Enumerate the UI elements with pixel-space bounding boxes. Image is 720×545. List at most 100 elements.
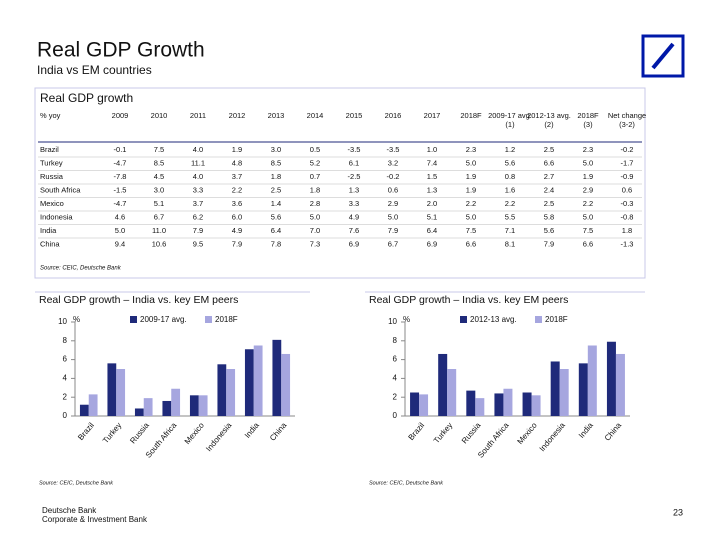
cell: 4.9: [349, 212, 359, 221]
bar: [226, 369, 236, 416]
cell: 7.8: [271, 239, 281, 248]
y-tick-label: 0: [393, 411, 398, 420]
y-axis-label: %: [403, 315, 410, 324]
bar: [88, 394, 98, 416]
cell: 3.2: [388, 158, 398, 167]
cell: 7.3: [310, 239, 320, 248]
column-header: 2016: [385, 111, 402, 120]
table-frame: [34, 87, 646, 279]
bar: [162, 400, 172, 416]
cell: 2.2: [583, 199, 593, 208]
bar: [615, 353, 625, 416]
legend-label: 2018F: [215, 315, 238, 324]
cell: 5.8: [544, 212, 554, 221]
bar: [438, 353, 448, 416]
bar: [466, 390, 476, 416]
cell: 2.8: [310, 199, 320, 208]
row-label: Brazil: [40, 145, 59, 154]
cell: -1.7: [621, 158, 634, 167]
cell: 7.6: [349, 226, 359, 235]
cell: -4.7: [114, 158, 127, 167]
column-header: 2010: [151, 111, 168, 120]
legend-swatch: [130, 316, 137, 323]
cell: 10.6: [152, 239, 167, 248]
cell: 7.9: [232, 239, 242, 248]
cell: -1.3: [621, 239, 634, 248]
y-tick-label: 8: [63, 336, 68, 345]
cell: 2.3: [466, 145, 476, 154]
cell: -0.8: [621, 212, 634, 221]
cell: 6.1: [349, 158, 359, 167]
bar: [494, 393, 504, 416]
cell: 5.0: [583, 158, 593, 167]
cell: 2.2: [466, 199, 476, 208]
row-label: Russia: [40, 172, 64, 181]
column-header: 2018F (3): [577, 111, 599, 129]
cell: 3.6: [232, 199, 242, 208]
column-header: Net change (3-2): [608, 111, 646, 129]
legend-swatch: [535, 316, 542, 323]
cell: 2.5: [544, 145, 554, 154]
cell: 6.6: [466, 239, 476, 248]
cell: 5.6: [505, 158, 515, 167]
cell: 7.9: [388, 226, 398, 235]
cell: 1.8: [622, 226, 632, 235]
bar: [587, 345, 597, 416]
cell: 1.9: [466, 172, 476, 181]
cell: -0.3: [621, 199, 634, 208]
y-tick-label: 4: [63, 374, 68, 383]
cell: 2.4: [544, 185, 554, 194]
y-tick-label: 10: [388, 317, 397, 326]
cell: 1.5: [427, 172, 437, 181]
bar: [281, 353, 291, 416]
cell: 8.5: [154, 158, 164, 167]
cell: 5.2: [310, 158, 320, 167]
y-axis-label: %: [73, 315, 80, 324]
y-tick-label: 4: [393, 374, 398, 383]
cell: 7.4: [427, 158, 437, 167]
bar: [475, 398, 485, 416]
column-header: % yoy: [40, 111, 61, 120]
cell: 1.9: [232, 145, 242, 154]
cell: 1.9: [466, 185, 476, 194]
y-tick-label: 2: [393, 392, 398, 401]
bar: [559, 369, 569, 416]
page-number: 23: [673, 507, 683, 517]
bar: [531, 395, 541, 416]
y-tick-label: 10: [58, 317, 67, 326]
cell: 9.5: [193, 239, 203, 248]
cell: 9.4: [115, 239, 125, 248]
cell: -4.7: [114, 199, 127, 208]
chart-source: Source: CEIC, Deutsche Bank: [39, 480, 113, 486]
y-tick-label: 0: [63, 411, 68, 420]
cell: 0.6: [388, 185, 398, 194]
legend-label: 2018F: [545, 315, 568, 324]
bar: [550, 361, 560, 416]
y-tick-label: 2: [63, 392, 68, 401]
cell: 5.0: [310, 212, 320, 221]
cell: -0.2: [387, 172, 400, 181]
cell: 4.0: [193, 172, 203, 181]
bar: [107, 363, 117, 416]
cell: 1.2: [505, 145, 515, 154]
cell: 3.0: [154, 185, 164, 194]
cell: 5.6: [271, 212, 281, 221]
cell: -2.5: [348, 172, 361, 181]
logo: [641, 34, 685, 78]
cell: 1.4: [271, 199, 281, 208]
cell: -0.2: [621, 145, 634, 154]
slide-title: Real GDP Growth: [37, 39, 205, 62]
cell: 6.6: [583, 239, 593, 248]
cell: 2.2: [505, 199, 515, 208]
cell: 8.1: [505, 239, 515, 248]
cell: 1.0: [427, 145, 437, 154]
cell: -1.5: [114, 185, 127, 194]
table-title: Real GDP growth: [40, 91, 133, 105]
cell: 4.0: [193, 145, 203, 154]
cell: 2.3: [583, 145, 593, 154]
bar: [578, 363, 588, 416]
cell: 2.0: [427, 199, 437, 208]
cell: 0.6: [622, 185, 632, 194]
bar: [79, 404, 89, 416]
cell: 3.7: [193, 199, 203, 208]
